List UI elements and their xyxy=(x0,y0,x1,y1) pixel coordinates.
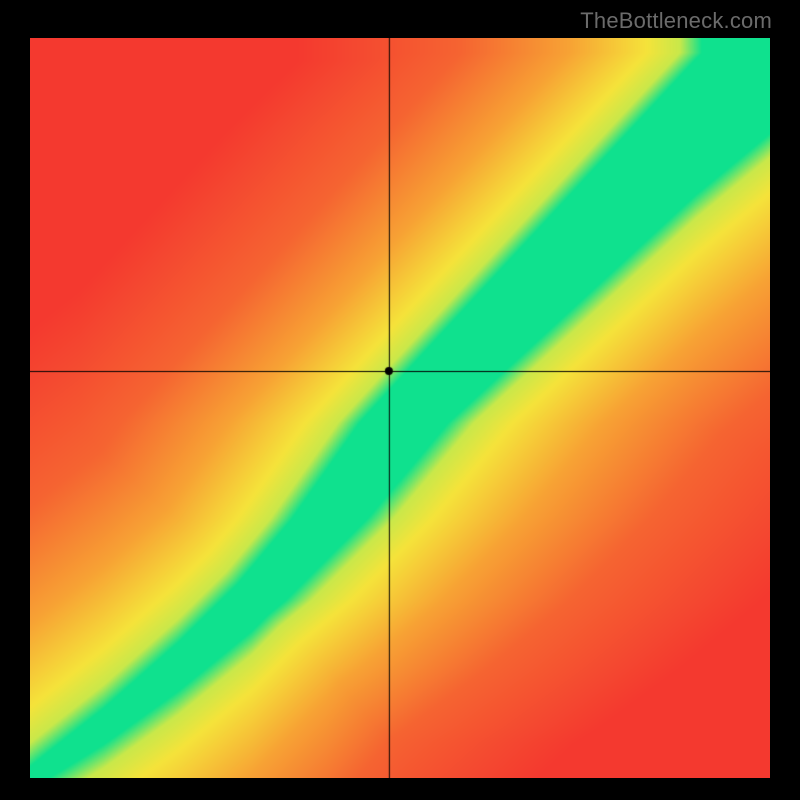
chart-container: TheBottleneck.com xyxy=(0,0,800,800)
plot-area xyxy=(30,38,770,778)
heatmap-canvas xyxy=(30,38,770,778)
watermark-text: TheBottleneck.com xyxy=(580,8,772,34)
